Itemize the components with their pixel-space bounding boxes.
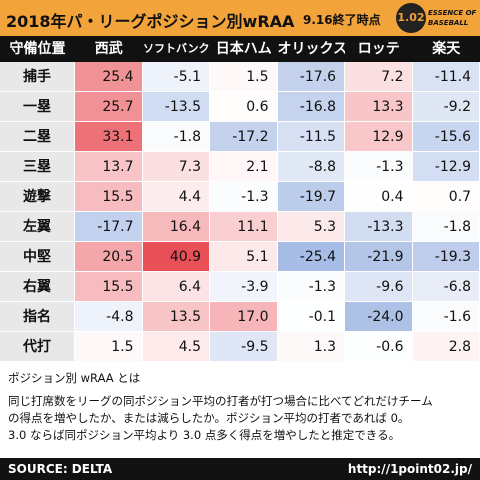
column-header: ロッテ xyxy=(345,36,413,62)
url: http://1point02.jp/ xyxy=(347,462,472,476)
value-cell: -11.5 xyxy=(277,122,345,152)
value-cell: -8.8 xyxy=(277,152,345,182)
column-header: オリックス xyxy=(277,36,347,62)
value-cell: -1.8 xyxy=(142,122,210,152)
value-cell: -4.8 xyxy=(75,302,143,332)
value-cell: 20.5 xyxy=(75,242,143,272)
value-cell: 6.4 xyxy=(142,272,210,302)
value-cell: 0.7 xyxy=(412,182,480,212)
value-cell: -13.5 xyxy=(142,92,210,122)
value-cell: 15.5 xyxy=(75,182,143,212)
row-label: 三塁 xyxy=(0,152,75,182)
row-label: 中堅 xyxy=(0,242,75,272)
value-cell: -1.3 xyxy=(277,272,345,302)
value-cell: 2.8 xyxy=(412,332,480,362)
value-cell: -1.8 xyxy=(412,212,480,242)
subtitle: 9.16終了時点 xyxy=(303,13,381,27)
column-header: ソフトバンク xyxy=(142,36,210,62)
value-cell: -24.0 xyxy=(345,302,413,332)
value-cell: 25.7 xyxy=(75,92,143,122)
value-cell: 5.3 xyxy=(277,212,345,242)
value-cell: 5.1 xyxy=(210,242,278,272)
value-cell: -0.6 xyxy=(345,332,413,362)
note-heading: ポジション別 wRAA とは xyxy=(8,371,141,385)
row-label: 代打 xyxy=(0,332,75,362)
row-label: 遊撃 xyxy=(0,182,75,212)
value-cell: 33.1 xyxy=(75,122,143,152)
value-cell: 1.3 xyxy=(277,332,345,362)
logo-text: ESSENCE OF BASEBALL xyxy=(428,8,476,28)
row-label: 指名 xyxy=(0,302,75,332)
row-label: 捕手 xyxy=(0,62,75,92)
value-cell: 15.5 xyxy=(75,272,143,302)
value-cell: -17.6 xyxy=(277,62,345,92)
footer: SOURCE: DELTA http://1point02.jp/ xyxy=(0,458,480,480)
value-cell: 11.1 xyxy=(210,212,278,242)
value-cell: 1.5 xyxy=(210,62,278,92)
value-cell: 13.7 xyxy=(75,152,143,182)
source: SOURCE: DELTA xyxy=(8,462,113,476)
value-cell: -1.3 xyxy=(210,182,278,212)
logo-line: BASEBALL xyxy=(428,19,469,27)
note-line: の得点を増やしたか、または減らしたか。ポジション平均の打者であれば 0。 xyxy=(8,411,410,425)
value-cell: 40.9 xyxy=(142,242,210,272)
value-cell: 25.4 xyxy=(75,62,143,92)
value-cell: -21.9 xyxy=(345,242,413,272)
value-cell: -0.1 xyxy=(277,302,345,332)
value-cell: -15.6 xyxy=(412,122,480,152)
row-label: 一塁 xyxy=(0,92,75,122)
value-cell: 7.3 xyxy=(142,152,210,182)
value-cell: -19.7 xyxy=(277,182,345,212)
value-cell: -19.3 xyxy=(412,242,480,272)
value-cell: -25.4 xyxy=(277,242,345,272)
value-cell: -9.5 xyxy=(210,332,278,362)
row-label: 左翼 xyxy=(0,212,75,242)
value-cell: 4.5 xyxy=(142,332,210,362)
title: 2018年パ・リーグポジション別wRAA xyxy=(6,12,295,31)
value-cell: -3.9 xyxy=(210,272,278,302)
value-cell: -13.3 xyxy=(345,212,413,242)
note: ポジション別 wRAA とは 同じ打席数をリーグの同ポジション平均の打者が打つ場… xyxy=(8,370,474,444)
value-cell: -6.8 xyxy=(412,272,480,302)
value-cell: -17.7 xyxy=(75,212,143,242)
value-cell: -17.2 xyxy=(210,122,278,152)
value-cell: 0.6 xyxy=(210,92,278,122)
value-cell: -11.4 xyxy=(412,62,480,92)
logo: 1.02 xyxy=(396,3,426,33)
value-cell: -1.3 xyxy=(345,152,413,182)
value-cell: -9.2 xyxy=(412,92,480,122)
value-cell: 12.9 xyxy=(345,122,413,152)
value-cell: -12.9 xyxy=(412,152,480,182)
column-header: 日本ハム xyxy=(210,36,278,62)
note-line: 同じ打席数をリーグの同ポジション平均の打者が打つ場合に比べてどれだけチーム xyxy=(8,394,433,408)
value-cell: 13.3 xyxy=(345,92,413,122)
value-cell: 1.5 xyxy=(75,332,143,362)
value-cell: 0.4 xyxy=(345,182,413,212)
value-cell: -16.8 xyxy=(277,92,345,122)
value-cell: 2.1 xyxy=(210,152,278,182)
row-label: 右翼 xyxy=(0,272,75,302)
column-header: 守備位置 xyxy=(0,36,75,62)
row-label: 二塁 xyxy=(0,122,75,152)
value-cell: 16.4 xyxy=(142,212,210,242)
value-cell: 4.4 xyxy=(142,182,210,212)
value-cell: -5.1 xyxy=(142,62,210,92)
value-cell: -9.6 xyxy=(345,272,413,302)
title-bar: 2018年パ・リーグポジション別wRAA 9.16終了時点 1.02 ESSEN… xyxy=(0,0,480,36)
column-header: 西武 xyxy=(75,36,143,62)
value-cell: 7.2 xyxy=(345,62,413,92)
value-cell: -1.6 xyxy=(412,302,480,332)
column-header: 楽天 xyxy=(412,36,480,62)
value-cell: 13.5 xyxy=(142,302,210,332)
value-cell: 17.0 xyxy=(210,302,278,332)
note-line: 3.0 ならば同ポジション平均より 3.0 点多く得点を増やしたと推定できる。 xyxy=(8,428,401,442)
logo-line: ESSENCE OF xyxy=(428,9,477,17)
